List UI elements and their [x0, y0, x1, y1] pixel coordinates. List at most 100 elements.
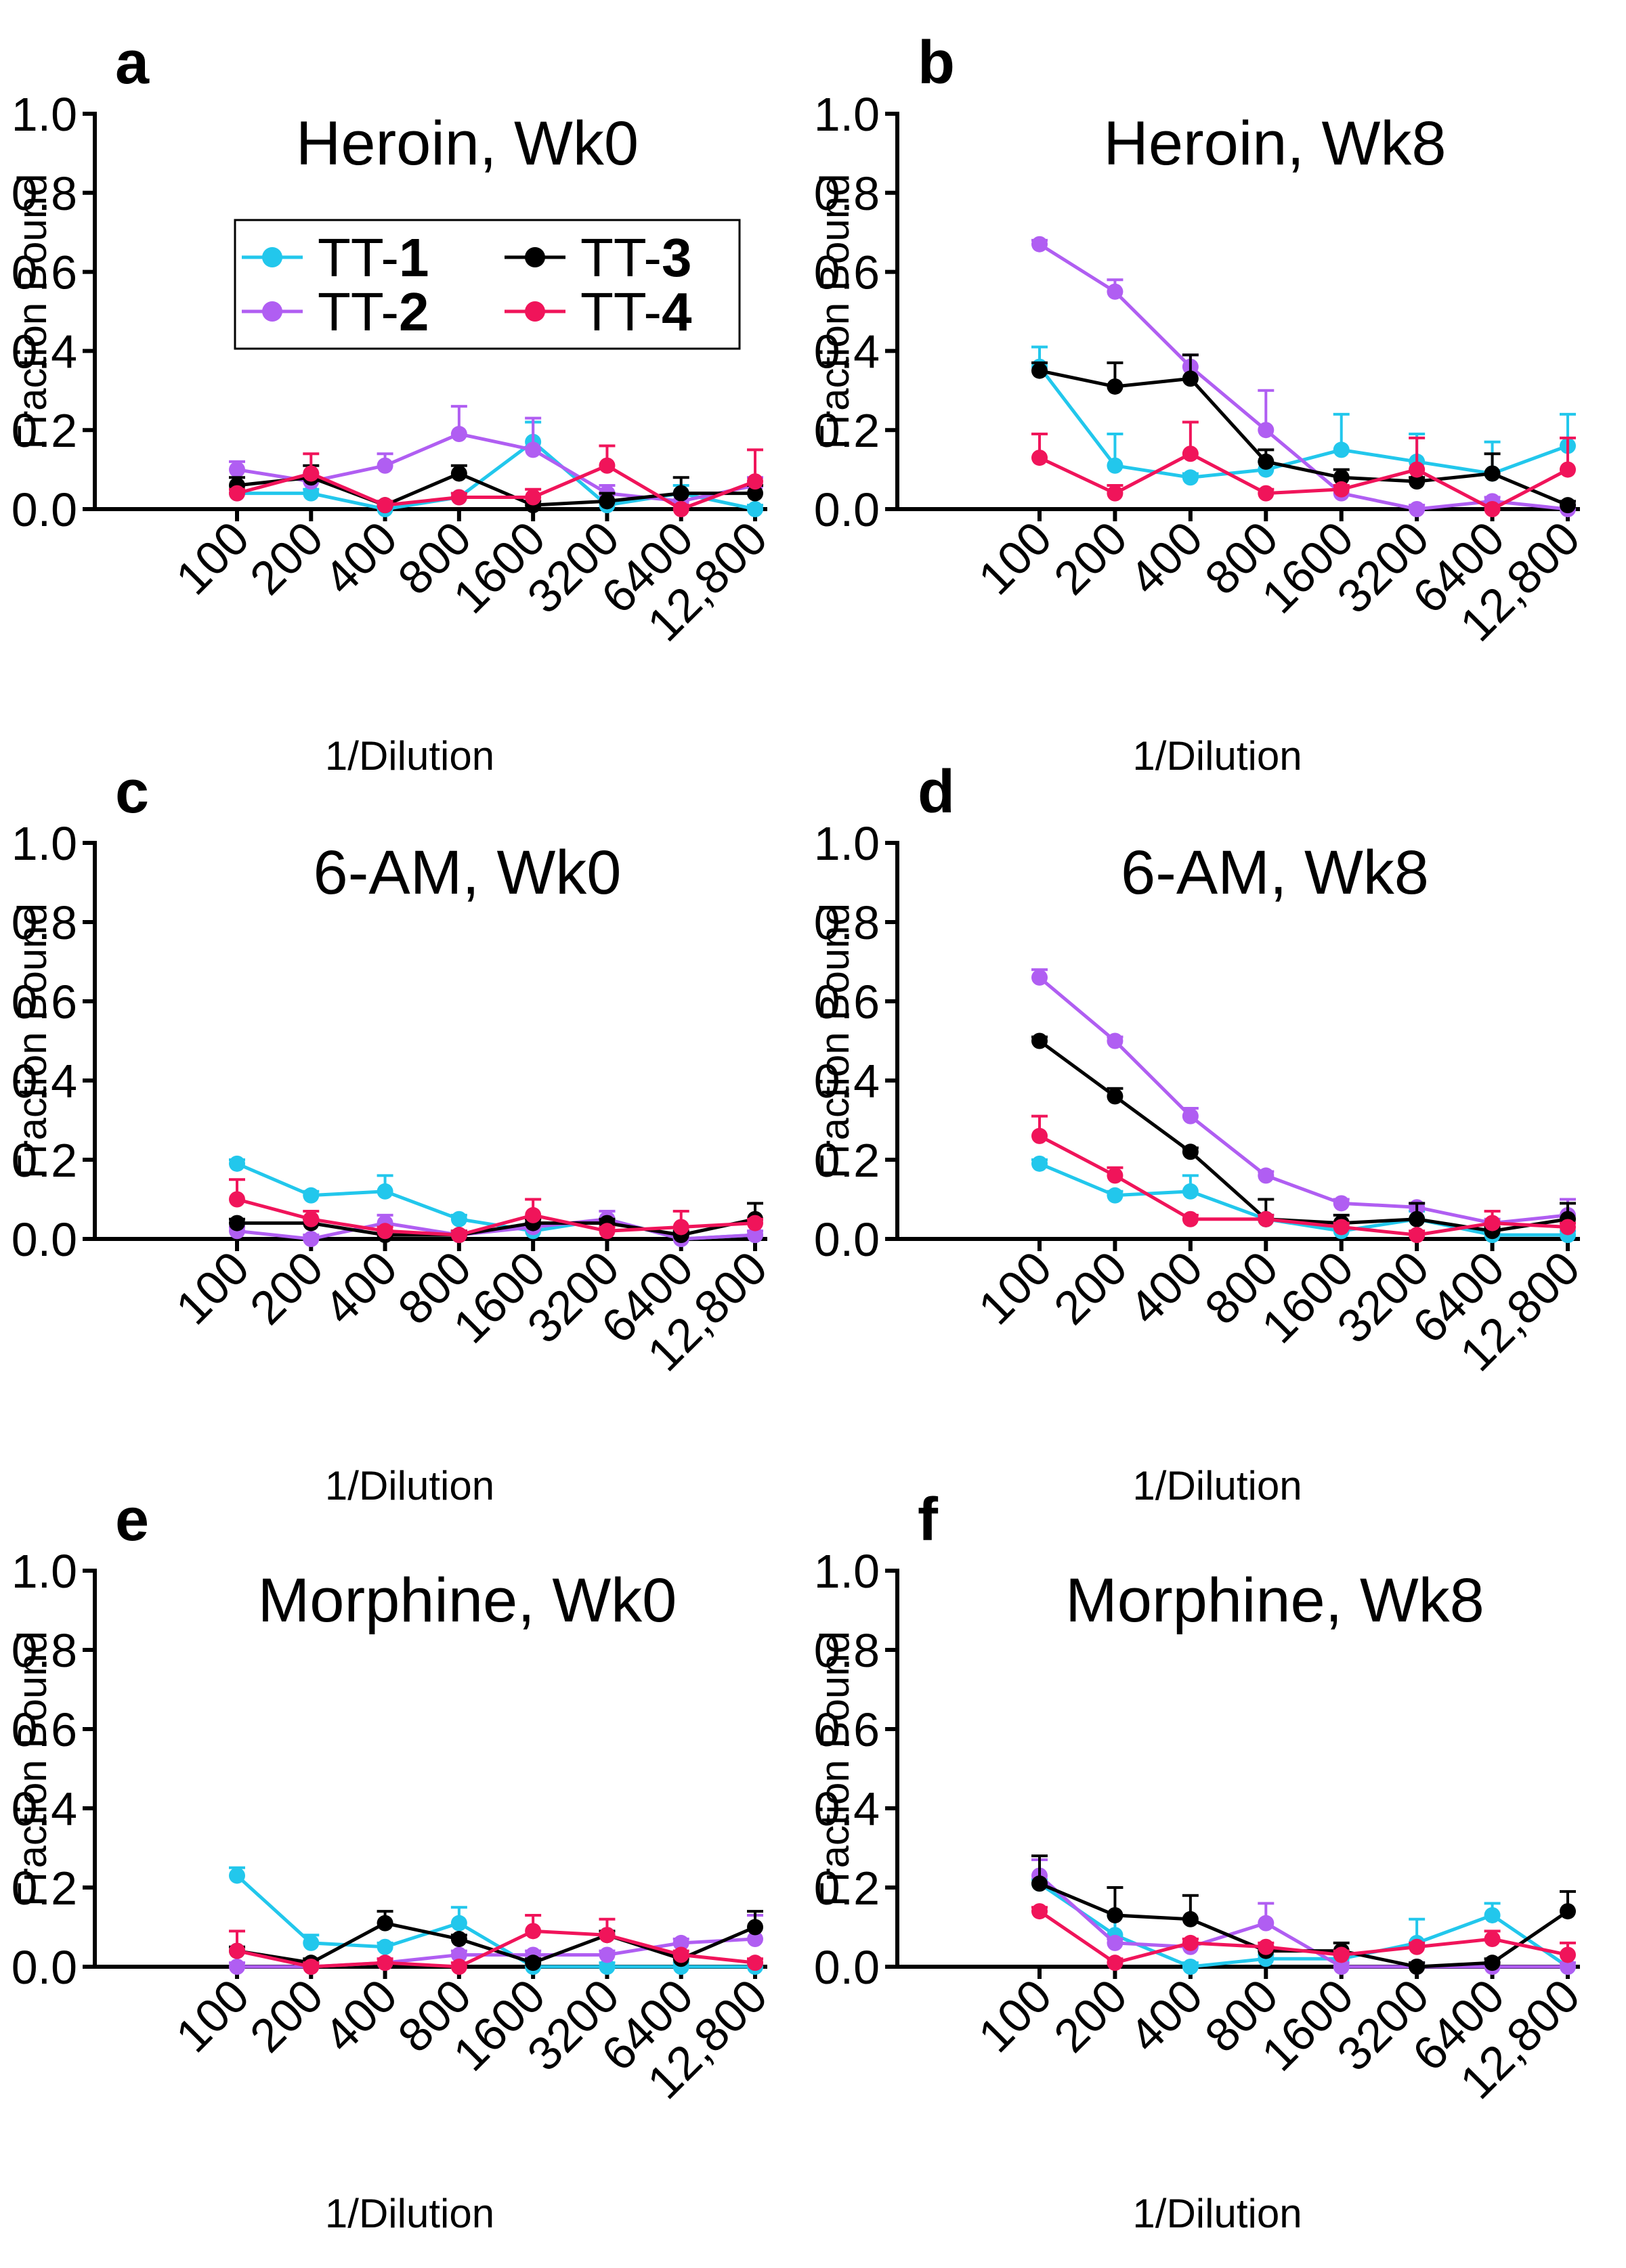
- data-point: [1484, 1931, 1501, 1948]
- data-point: [525, 1206, 542, 1223]
- data-point: [377, 457, 393, 474]
- y-axis-label: Fraction Bound: [812, 1631, 857, 1906]
- data-point: [1560, 1219, 1576, 1236]
- data-point: [1107, 1032, 1124, 1049]
- panel-f: f Morphine, Wk8 Fraction Bound 0.0 0.2 0.4 0.6…: [812, 1486, 1590, 2236]
- series-line: [237, 1217, 756, 1237]
- y-tick-label: 0.4: [12, 325, 77, 378]
- x-tick-label: 200: [1044, 1969, 1137, 2062]
- data-point: [450, 465, 467, 482]
- data-point: [450, 489, 467, 506]
- chart-title: Morphine, Wk8: [1065, 1566, 1484, 1635]
- x-tick-label: 200: [240, 1241, 333, 1334]
- chart-title: Heroin, Wk0: [296, 109, 639, 178]
- y-tick-label: 0.6: [12, 246, 77, 299]
- legend-label: TT-4: [580, 282, 692, 342]
- y-tick-label: 0.0: [12, 1941, 77, 1994]
- data-point: [1182, 1211, 1199, 1227]
- x-tick-label: 400: [1119, 1969, 1213, 2062]
- data-point: [1182, 1183, 1199, 1200]
- data-point: [747, 1931, 763, 1948]
- series-tt-4: [229, 1178, 763, 1244]
- y-axis-label: Fraction Bound: [9, 1631, 55, 1906]
- y-tick-label: 0.2: [12, 404, 77, 457]
- series-line: [236, 471, 755, 507]
- legend-box: [234, 219, 741, 350]
- series-line: [1038, 1039, 1568, 1233]
- data-point: [1182, 1143, 1199, 1160]
- y-tick-label: 0.8: [12, 896, 77, 949]
- data-point: [450, 1915, 467, 1932]
- series-tt-4: [1031, 1114, 1576, 1244]
- y-tick-label: 0.6: [12, 1703, 77, 1756]
- x-tick-label: 100: [166, 1241, 259, 1334]
- panel-letter: c: [115, 758, 149, 826]
- data-point: [303, 1231, 320, 1247]
- data-point: [303, 1959, 320, 1975]
- series-line: [1038, 1910, 1568, 1965]
- y-tick-label: 0.8: [814, 1624, 880, 1677]
- data-point: [1031, 1875, 1048, 1892]
- data-point: [525, 1923, 542, 1940]
- series-tt-4: [229, 1913, 763, 1975]
- y-tick-label: 0.8: [12, 167, 77, 220]
- series-line: [1039, 1881, 1569, 1969]
- y-tick-label: 0.4: [12, 1055, 77, 1108]
- data-point: [1484, 1215, 1501, 1231]
- data-point: [1107, 1955, 1124, 1971]
- data-point: [1107, 1906, 1124, 1923]
- x-axis-label: 1/Dilution: [325, 733, 494, 779]
- data-point: [1333, 469, 1350, 486]
- legend-entry-tt-4: TT-4: [505, 282, 692, 342]
- legend-label: TT-2: [318, 282, 429, 342]
- data-point: [1031, 1127, 1048, 1144]
- y-tick-label: 0.6: [12, 976, 77, 1028]
- x-tick-label: 400: [314, 1241, 407, 1334]
- data-point: [1258, 1938, 1275, 1955]
- data-point: [1560, 461, 1576, 478]
- data-point: [599, 493, 616, 510]
- series-line: [236, 1198, 756, 1237]
- data-point: [377, 1938, 393, 1955]
- chart-title: Morphine, Wk0: [258, 1566, 677, 1635]
- data-point: [747, 1919, 763, 1936]
- x-tick-label: 100: [968, 511, 1062, 605]
- data-point: [599, 1946, 616, 1963]
- panel-letter: a: [115, 29, 150, 97]
- y-tick-label: 0.6: [814, 976, 880, 1028]
- data-point: [1333, 1195, 1350, 1212]
- chart-title: Heroin, Wk8: [1103, 109, 1446, 178]
- series-tt-3: [1031, 353, 1576, 514]
- data-point: [303, 1211, 320, 1227]
- data-point: [1484, 501, 1501, 517]
- data-point: [672, 1946, 689, 1963]
- x-tick-label: 400: [1119, 511, 1213, 605]
- x-tick-label: 200: [1044, 511, 1137, 605]
- data-point: [229, 1191, 245, 1208]
- data-point: [377, 1223, 393, 1240]
- data-point: [1107, 485, 1124, 502]
- x-axis-label: 1/Dilution: [325, 2191, 494, 2236]
- x-tick-label: 400: [314, 511, 407, 605]
- y-tick-label: 0.4: [12, 1783, 77, 1835]
- legend-marker: [525, 247, 545, 267]
- data-point: [1031, 1155, 1048, 1172]
- y-tick-label: 0.4: [814, 1783, 880, 1835]
- data-point: [229, 1942, 245, 1959]
- series-line: [236, 1929, 756, 1969]
- y-tick-label: 0.2: [814, 1862, 880, 1915]
- y-tick-label: 1.0: [12, 1545, 77, 1598]
- y-tick-label: 0.6: [814, 1703, 880, 1756]
- series-line: [1038, 452, 1569, 511]
- data-point: [1409, 1959, 1426, 1975]
- panel-b: b Heroin, Wk8 Fraction Bound 0.0 0.2 0.4 0.6 0.…: [812, 29, 1590, 779]
- x-tick-label: 100: [166, 511, 259, 605]
- legend-label: TT-3: [580, 227, 691, 288]
- y-axis-label: Fraction Bound: [812, 903, 857, 1179]
- data-point: [303, 1187, 320, 1204]
- data-point: [1409, 473, 1426, 490]
- data-point: [1258, 1915, 1275, 1932]
- series-line: [1038, 1882, 1569, 1969]
- data-point: [450, 1931, 467, 1948]
- data-point: [1031, 450, 1048, 466]
